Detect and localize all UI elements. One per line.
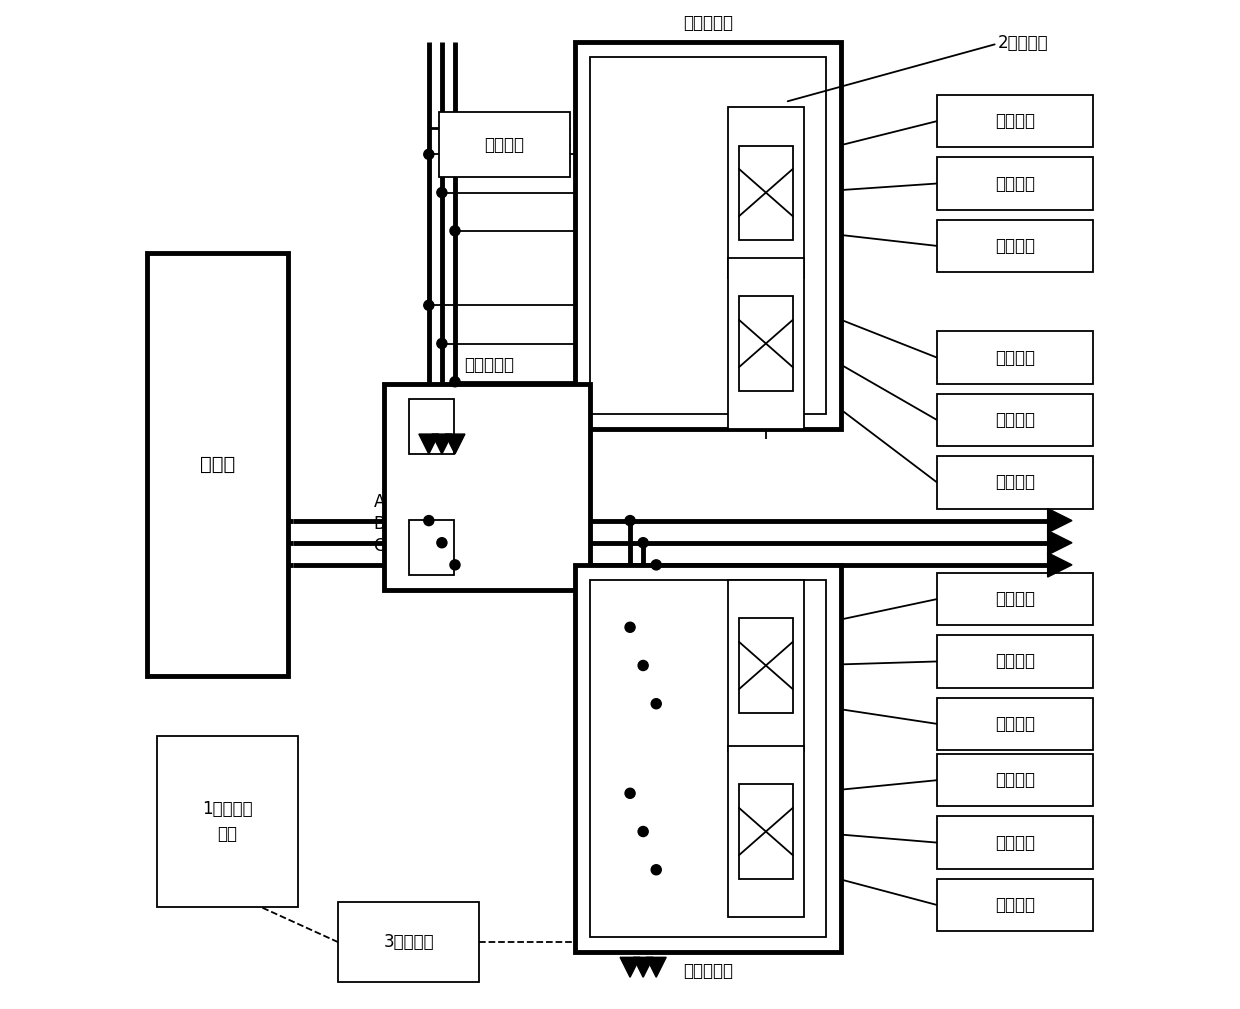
Bar [937, 573, 1092, 626]
Bar [339, 902, 479, 983]
Bar [739, 297, 792, 390]
Circle shape [450, 226, 460, 236]
Circle shape [436, 188, 446, 198]
Bar [937, 95, 1092, 147]
Bar [148, 253, 288, 676]
Text: 配电箱: 配电箱 [200, 455, 236, 474]
Bar [574, 41, 842, 429]
Bar [937, 157, 1092, 210]
Text: 单相客户: 单相客户 [994, 237, 1035, 255]
Circle shape [450, 560, 460, 570]
Bar [728, 258, 804, 429]
Text: 1主站控制
单元: 1主站控制 单元 [202, 800, 253, 843]
Polygon shape [1048, 531, 1073, 555]
Bar [383, 383, 590, 590]
Circle shape [625, 516, 635, 526]
Bar [728, 746, 804, 917]
Bar [157, 736, 298, 907]
Text: 3通信单元: 3通信单元 [383, 933, 434, 951]
Bar [739, 784, 792, 879]
Circle shape [424, 301, 434, 311]
Bar [574, 565, 842, 952]
Text: 单相客户: 单相客户 [994, 175, 1035, 193]
Text: 单相客户: 单相客户 [994, 771, 1035, 789]
Text: B: B [373, 515, 384, 533]
Text: 电缆分支箱: 电缆分支箱 [683, 13, 733, 31]
Circle shape [639, 661, 649, 671]
Bar [439, 112, 569, 178]
Circle shape [450, 376, 460, 386]
Circle shape [424, 149, 434, 159]
Polygon shape [1048, 509, 1073, 533]
Polygon shape [620, 958, 640, 978]
Text: 单相客户: 单相客户 [994, 348, 1035, 366]
Bar [409, 520, 454, 575]
Bar [937, 636, 1092, 687]
Text: 三相客户: 三相客户 [485, 136, 525, 153]
Circle shape [436, 338, 446, 348]
Bar [590, 580, 826, 937]
Polygon shape [419, 434, 439, 454]
Bar [937, 394, 1092, 446]
Text: 单相客户: 单相客户 [994, 473, 1035, 491]
Circle shape [651, 560, 661, 570]
Circle shape [625, 623, 635, 633]
Circle shape [436, 538, 446, 548]
Polygon shape [634, 958, 653, 978]
Circle shape [625, 788, 635, 798]
Polygon shape [432, 434, 451, 454]
Text: 电缆分支箱: 电缆分支箱 [683, 963, 733, 981]
Text: 单相客户: 单相客户 [994, 653, 1035, 670]
Bar [739, 619, 792, 712]
Text: 单相客户: 单相客户 [994, 590, 1035, 608]
Circle shape [639, 538, 649, 548]
Bar [937, 220, 1092, 272]
Bar [937, 697, 1092, 750]
Bar [739, 145, 792, 239]
Bar [728, 107, 804, 278]
Circle shape [651, 698, 661, 708]
Text: 单相客户: 单相客户 [994, 896, 1035, 914]
Circle shape [424, 516, 434, 526]
Polygon shape [445, 434, 465, 454]
Polygon shape [1048, 553, 1073, 577]
Text: C: C [373, 537, 384, 555]
Bar [409, 399, 454, 454]
Bar [937, 331, 1092, 383]
Text: 单相客户: 单相客户 [994, 411, 1035, 429]
Text: 单相客户: 单相客户 [994, 833, 1035, 852]
Bar [937, 879, 1092, 931]
Text: 电缆分支箱: 电缆分支箱 [464, 356, 515, 373]
Bar [937, 754, 1092, 806]
Bar [937, 456, 1092, 509]
Bar [728, 580, 804, 751]
Circle shape [651, 865, 661, 875]
Bar [937, 816, 1092, 869]
Text: 单相客户: 单相客户 [994, 714, 1035, 733]
Text: 单相客户: 单相客户 [994, 112, 1035, 130]
Circle shape [639, 826, 649, 836]
Text: A: A [373, 492, 384, 511]
Bar [590, 57, 826, 414]
Text: 2换相单元: 2换相单元 [997, 33, 1048, 51]
Polygon shape [646, 958, 666, 978]
